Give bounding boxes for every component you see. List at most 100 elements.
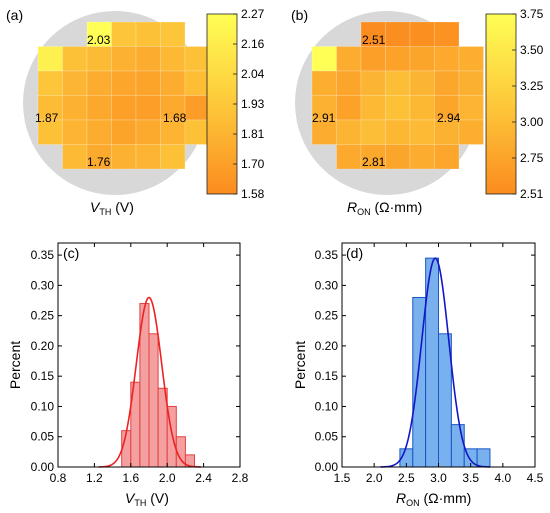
y-tick-label: 0.35 <box>315 248 339 262</box>
colorbar-tick-label: 1.70 <box>241 157 265 171</box>
heatmap-cell <box>434 70 460 96</box>
xlabel-c: VTH (V) <box>125 490 169 508</box>
heatmap-cell <box>184 46 210 72</box>
colorbar-b-ticks: 3.75 3.50 3.25 3.00 2.75 2.51 <box>512 7 544 201</box>
colorbar-tick-label: 3.75 <box>520 7 544 21</box>
y-tick-label: 0.30 <box>315 278 339 292</box>
annotation-b-left: 2.91 <box>312 111 336 125</box>
y-tick-label: 0.15 <box>31 369 55 383</box>
heatmap-cell <box>458 70 484 96</box>
heatmap-a <box>37 21 210 170</box>
histogram-c: 0.8 1.2 1.6 2.0 2.4 2.8 0.00 0.05 0.10 0.15 0.20 0.… <box>31 242 249 485</box>
y-tick-label: 0.00 <box>31 460 55 474</box>
heatmap-cell <box>385 119 411 145</box>
heatmap-cell <box>360 95 386 121</box>
heatmap-cell <box>111 46 137 72</box>
heatmap-cell <box>385 70 411 96</box>
x-tick-label: 2.0 <box>366 471 383 485</box>
heatmap-cell <box>160 144 186 170</box>
heatmap-cell <box>86 70 112 96</box>
ylabel-d: Percent <box>292 341 308 389</box>
y-tick-label: 0.25 <box>315 309 339 323</box>
heatmap-cell <box>385 95 411 121</box>
y-tick-label: 0.25 <box>31 309 55 323</box>
annotation-b-top: 2.51 <box>362 33 386 47</box>
heatmap-cell <box>336 144 362 170</box>
heatmap-cell <box>86 144 112 170</box>
heatmap-cell <box>135 46 161 72</box>
heatmap-cell <box>135 119 161 145</box>
heatmap-cell <box>434 21 460 47</box>
annotation-a-top: 2.03 <box>87 33 111 47</box>
heatmap-cell <box>409 21 435 47</box>
xlabel-d: RON (Ω·mm) <box>396 490 471 508</box>
x-tick-label: 1.6 <box>122 471 139 485</box>
colorbar-tick-label: 2.27 <box>241 7 265 21</box>
panel-c: Percent 0.8 1.2 1.6 2.0 2.4 2.80.000.050.100.… <box>7 242 249 508</box>
heatmap-cell <box>434 46 460 72</box>
heatmap-cell <box>160 46 186 72</box>
heatmap-b <box>311 21 484 170</box>
x-tick-label: 2.8 <box>232 471 249 485</box>
colorbar-a <box>206 13 238 195</box>
y-tick-label: 0.05 <box>315 430 339 444</box>
heatmap-cell <box>360 119 386 145</box>
y-tick-label: 0.20 <box>31 339 55 353</box>
heatmap-cell <box>409 70 435 96</box>
colorbar-tick-label: 2.51 <box>520 187 544 201</box>
histogram-d: 1.5 2.0 2.5 3.0 3.5 4.0 4.5 0.00 0.05 0.10 0.15 0.2… <box>315 242 544 485</box>
heatmap-cell <box>135 144 161 170</box>
annotation-a-left: 1.87 <box>35 111 59 125</box>
heatmap-cell <box>311 70 337 96</box>
x-tick-label: 3.0 <box>430 471 447 485</box>
heatmap-cell <box>360 70 386 96</box>
y-tick-label: 0.15 <box>315 369 339 383</box>
heatmap-cell <box>336 95 362 121</box>
ylabel-c: Percent <box>7 341 23 389</box>
heatmap-cell <box>458 46 484 72</box>
colorbar-tick-label: 3.50 <box>520 43 544 57</box>
colorbar-tick-label: 2.16 <box>241 37 265 51</box>
heatmap-cell <box>336 119 362 145</box>
x-tick-label: 0.8 <box>50 471 67 485</box>
y-tick-label: 0.10 <box>31 399 55 413</box>
heatmap-cell <box>37 46 63 72</box>
heatmap-cell <box>184 119 210 145</box>
plot-frame <box>57 242 241 468</box>
panel-a: (a) 2.03 1.87 1.68 1.76 VTH (V) 2.27 2.16… <box>6 7 265 217</box>
heatmap-cell <box>86 46 112 72</box>
xlabel-a: VTH (V) <box>90 199 134 217</box>
panel-a-label: (a) <box>6 7 23 23</box>
heatmap-cell <box>111 95 137 121</box>
colorbar-tick-label: 3.25 <box>520 79 544 93</box>
heatmap-cell <box>434 144 460 170</box>
colorbar-tick-label: 2.04 <box>241 67 265 81</box>
heatmap-cell <box>62 144 88 170</box>
x-tick-label: 4.5 <box>527 471 544 485</box>
y-tick-label: 0.30 <box>31 278 55 292</box>
panel-b-label: (b) <box>291 7 308 23</box>
heatmap-cell <box>135 70 161 96</box>
heatmap-cell <box>160 119 186 145</box>
colorbar-tick-label: 1.93 <box>241 97 265 111</box>
heatmap-cell <box>135 21 161 47</box>
x-tick-label: 2.5 <box>398 471 415 485</box>
heatmap-cell <box>409 144 435 170</box>
heatmap-cell <box>409 46 435 72</box>
heatmap-cell <box>311 95 337 121</box>
heatmap-cell <box>86 119 112 145</box>
panel-d: Percent 1.5 2.0 2.5 3.0 3.5 4.0 4.5 0.00 0.05 0.1… <box>292 242 544 508</box>
x-tick-label: 2.4 <box>195 471 212 485</box>
heatmap-cell <box>111 21 137 47</box>
x-tick-label: 3.5 <box>462 471 479 485</box>
heatmap-cell <box>62 95 88 121</box>
x-tick-label: 1.5 <box>334 471 351 485</box>
colorbar-tick-label: 2.75 <box>520 151 544 165</box>
heatmap-cell <box>160 95 186 121</box>
annotation-b-right: 2.94 <box>437 111 461 125</box>
colorbar-b <box>485 13 517 195</box>
histogram-bar <box>148 333 159 468</box>
colorbar-tick-label: 1.58 <box>241 187 265 201</box>
y-tick-label: 0.35 <box>31 248 55 262</box>
